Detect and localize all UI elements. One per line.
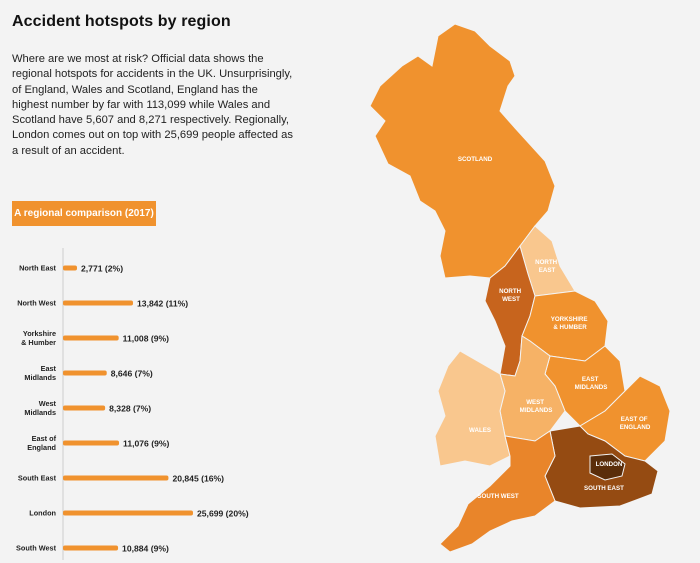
map-label-north-east: NORTH EAST [535,259,559,274]
map-labels: SCOTLAND NORTH EAST NORTH WEST YORKSHIRE… [458,156,651,500]
chart-title-badge: A regional comparison (2017) [12,201,156,226]
value-label: 2,771 (2%) [81,264,123,274]
region-south-west[interactable] [439,430,556,553]
bar [63,300,134,306]
value-label: 8,646 (7%) [111,369,153,379]
map-label-scotland: SCOTLAND [458,156,493,163]
value-label: 8,328 (7%) [109,404,151,414]
value-label: 20,845 (16%) [172,474,224,484]
category-label: East Midlands [24,364,56,382]
uk-region-map: SCOTLAND NORTH EAST NORTH WEST YORKSHIRE… [369,23,671,553]
category-label: North East [19,264,56,273]
bar-chart: North East 2,771 (2%) North West 13,842 (11… [16,248,249,560]
map-label-north-west: NORTH WEST [499,288,523,303]
bar [63,335,119,341]
category-label: Yorkshire & Humber [21,329,56,347]
intro-paragraph: Where are we most at risk? Official data… [12,53,293,157]
bar [63,405,106,411]
value-label: 11,008 (9%) [123,334,169,344]
category-label: West Midlands [24,399,56,417]
region-london[interactable] [589,453,626,481]
bar [63,475,169,481]
map-label-wales: WALES [469,427,491,434]
map-label-south-east: SOUTH EAST [584,485,624,492]
value-label: 25,699 (20%) [197,509,249,519]
bar [63,545,119,551]
value-label: 10,884 (9%) [122,544,169,554]
bar [63,440,120,446]
category-label: South West [16,544,57,553]
bar [63,370,107,376]
map-regions [369,23,671,553]
map-label-london: LONDON [596,461,623,468]
bar [63,265,78,271]
category-label: London [29,509,56,518]
page-title: Accident hotspots by region [12,13,231,30]
map-label-yorkshire: YORKSHIRE & HUMBER [551,316,590,331]
map-label-east-midlands: EAST MIDLANDS [575,376,608,391]
region-wales[interactable] [434,350,511,467]
map-label-west-midlands: WEST MIDLANDS [520,399,553,414]
value-label: 13,842 (11%) [137,299,188,309]
map-label-east-of-england: EAST OF ENGLAND [620,416,651,431]
map-label-south-west: SOUTH WEST [477,493,518,500]
value-label: 11,076 (9%) [123,439,169,449]
category-label: North West [17,299,56,308]
bar [63,510,193,516]
category-label: South East [18,474,57,483]
category-label: East of England [27,434,56,452]
